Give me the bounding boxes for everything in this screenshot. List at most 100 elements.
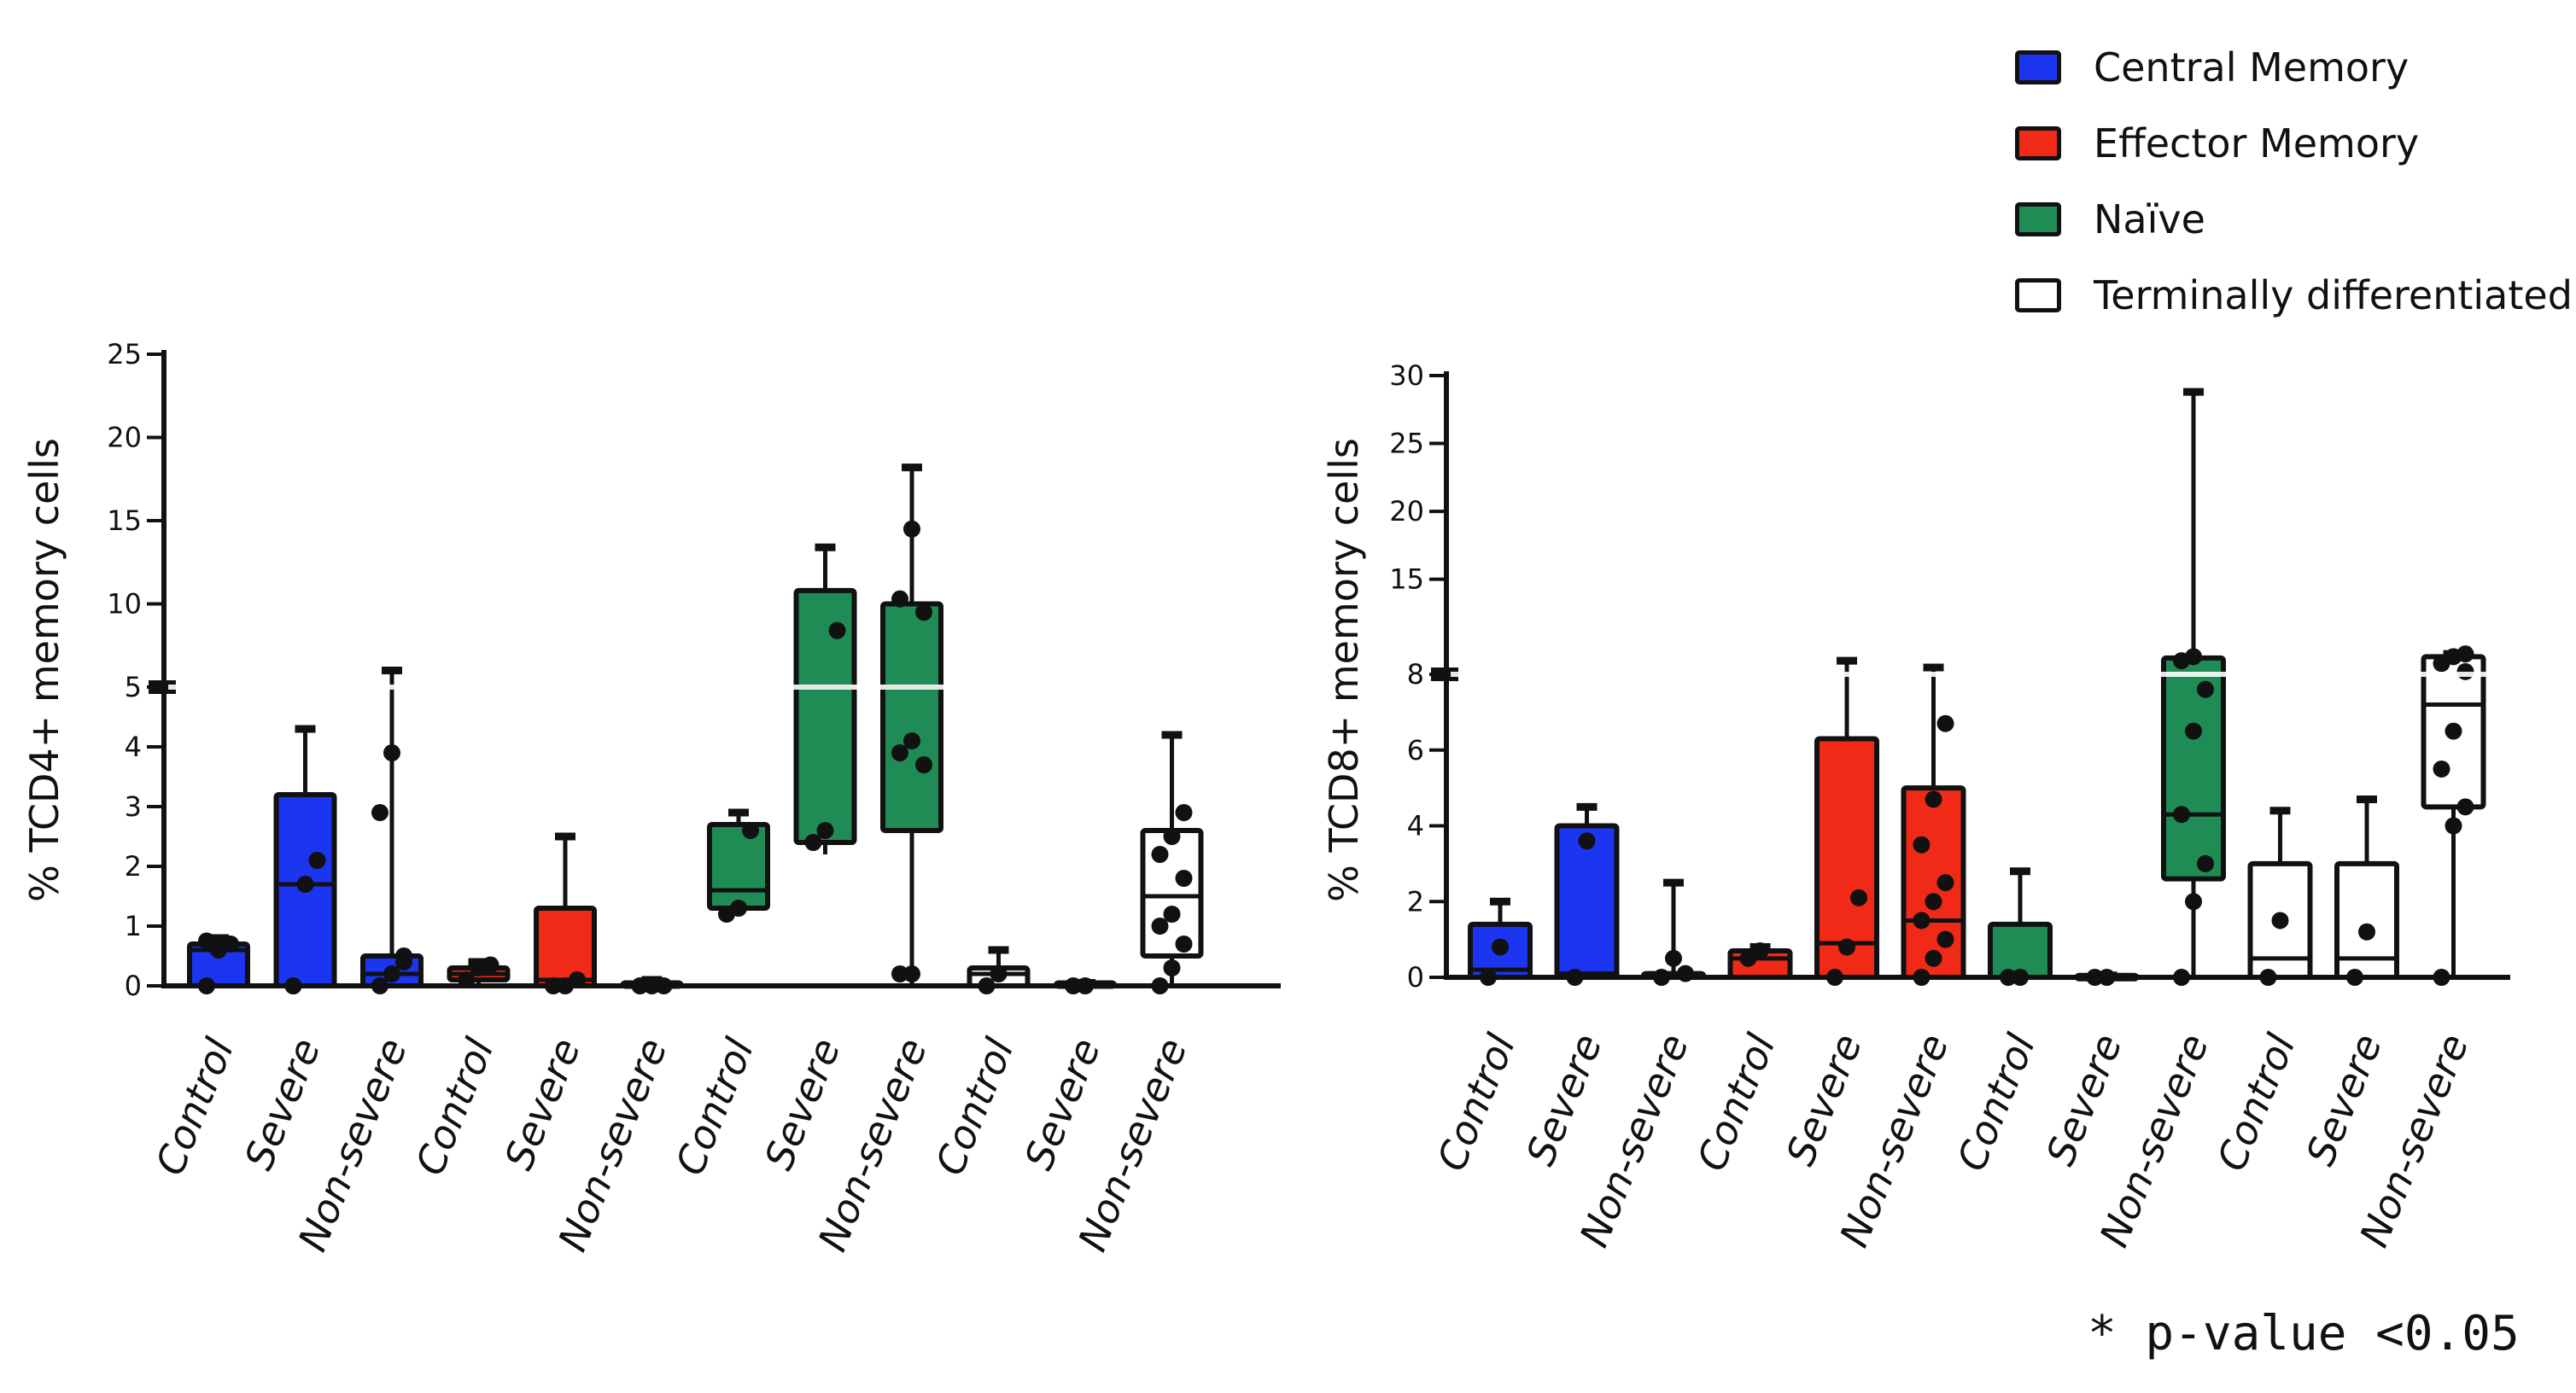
x-category-label: Control	[926, 1032, 1023, 1182]
data-point	[1925, 949, 1942, 967]
y-axis-label: % TCD4+ memory cells	[21, 438, 67, 902]
data-point	[371, 977, 388, 994]
box-effector-memory-non-severe	[1901, 785, 1966, 980]
data-point	[1480, 969, 1497, 986]
y-tick-label: 2	[125, 850, 142, 883]
data-point	[1163, 906, 1181, 923]
x-category-label: Severe	[2297, 1028, 2391, 1172]
data-point	[2433, 969, 2450, 986]
data-point	[2012, 969, 2029, 986]
x-category-label: Severe	[1517, 1028, 1611, 1172]
x-category-label: Severe	[756, 1032, 850, 1176]
y-tick-label: 25	[107, 338, 142, 370]
y-tick-label: 6	[1407, 734, 1424, 766]
data-point	[978, 977, 996, 994]
data-point	[903, 732, 920, 749]
data-point	[458, 971, 476, 988]
x-category-label: Control	[2208, 1028, 2304, 1178]
data-point	[284, 977, 302, 994]
data-point	[2445, 722, 2462, 740]
data-point	[1175, 935, 1193, 953]
data-point	[2086, 969, 2104, 986]
data-point	[2000, 969, 2017, 986]
data-point	[383, 744, 400, 761]
data-point	[545, 977, 562, 994]
y-tick-label: 15	[1389, 563, 1424, 596]
data-point	[1151, 918, 1169, 935]
data-point	[296, 876, 314, 893]
y-tick-label: 0	[1407, 961, 1424, 994]
data-point	[891, 744, 908, 761]
data-point	[1492, 938, 1509, 956]
legend-label: Naïve	[2094, 195, 2205, 242]
data-point	[1665, 949, 1682, 967]
legend-item-naive: Naïve	[2015, 181, 2573, 257]
y-tick-label: 10	[107, 588, 142, 621]
legend-label: Terminally differentiated	[2094, 271, 2573, 318]
data-point	[2197, 680, 2214, 698]
data-point	[2185, 893, 2202, 911]
box-na-ve-non-severe	[880, 601, 943, 833]
data-point	[903, 520, 920, 538]
data-point	[2197, 854, 2214, 872]
data-point	[903, 965, 920, 982]
data-point	[1936, 714, 1954, 732]
x-category-label: Control	[1428, 1028, 1524, 1178]
legend-item-central-memory: Central Memory	[2015, 29, 2573, 105]
data-point	[198, 932, 215, 950]
x-category-label: Severe	[2037, 1028, 2131, 1172]
data-point	[222, 935, 239, 953]
data-point	[1936, 930, 1954, 948]
data-point	[1913, 969, 1931, 986]
data-point	[1175, 804, 1193, 821]
y-tick-label: 30	[1389, 359, 1424, 392]
data-point	[1163, 828, 1181, 845]
data-point	[730, 900, 747, 917]
y-tick-label: 2	[1407, 885, 1424, 918]
data-point	[891, 965, 908, 982]
data-point	[395, 947, 412, 965]
legend-label: Effector Memory	[2094, 119, 2420, 166]
legend-swatch-naive	[2015, 201, 2061, 236]
x-category-label: Control	[666, 1032, 762, 1182]
tcd4-chart: 0 1 2 3 4 5 10 15 20 25 % TCD4+ memory cells Contro…	[21, 338, 1281, 1257]
box-na-ve-control	[707, 822, 770, 911]
data-point	[1838, 938, 1855, 956]
data-point	[1163, 959, 1181, 976]
data-point	[2346, 969, 2363, 986]
data-point	[804, 834, 822, 851]
x-category-label: Severe	[236, 1032, 330, 1176]
data-point	[2271, 912, 2289, 930]
data-point	[1653, 969, 1670, 986]
data-point	[816, 822, 834, 839]
data-point	[198, 977, 215, 994]
y-tick-label: 4	[1407, 810, 1424, 842]
data-point	[915, 756, 932, 773]
x-category-label: Severe	[1777, 1028, 1871, 1172]
data-point	[631, 977, 649, 994]
x-category-label: Severe	[1015, 1032, 1109, 1176]
data-point	[2185, 722, 2202, 740]
box-na-ve-severe	[793, 587, 857, 846]
data-point	[1826, 969, 1843, 986]
data-point	[2456, 662, 2474, 680]
data-point	[2445, 817, 2462, 835]
data-point	[1578, 832, 1596, 850]
x-category-label: Control	[406, 1032, 503, 1182]
box-effector-memory-severe	[534, 906, 597, 988]
data-point	[1566, 969, 1584, 986]
y-tick-label: 15	[107, 504, 142, 537]
data-point	[1065, 977, 1082, 994]
data-point	[2358, 923, 2375, 941]
data-point	[2456, 645, 2474, 663]
data-point	[308, 852, 326, 869]
data-point	[2433, 760, 2450, 778]
data-point	[1925, 790, 1942, 808]
y-tick-label: 0	[125, 970, 142, 1002]
tcd8-chart: 0 2 4 6 8 15 20 25 30 % TCD8+ memory cells Control…	[1321, 359, 2510, 1253]
legend-swatch-effector-memory	[2015, 125, 2061, 160]
data-point	[2259, 969, 2277, 986]
box-na-ve-non-severe	[2161, 655, 2226, 882]
data-point	[2173, 969, 2190, 986]
